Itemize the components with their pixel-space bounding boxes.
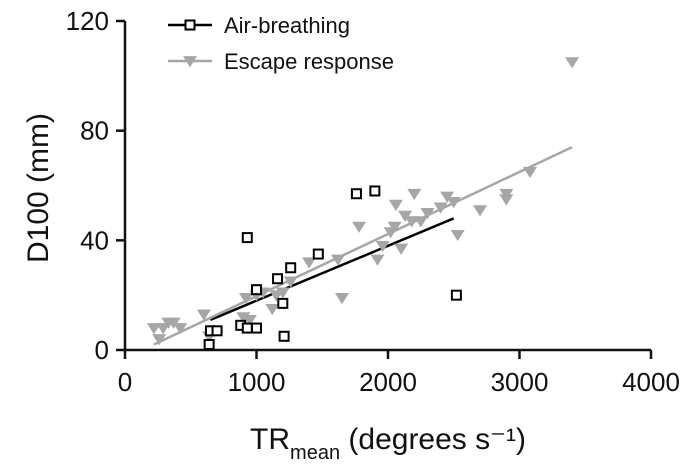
- air-breathing-point: [203, 339, 215, 351]
- escape-response-point: [394, 243, 409, 255]
- x-tick-label: 2000: [359, 367, 417, 397]
- escape-response-point: [499, 194, 514, 206]
- x-tick-label: 3000: [491, 367, 549, 397]
- escape-response-point: [565, 57, 580, 69]
- escape-response-point: [173, 323, 188, 335]
- tick-labels: 0 40 80 120 0 1000 2000 3000 4000: [66, 6, 680, 397]
- legend: Air-breathing Escape response: [168, 13, 394, 74]
- escape-response-point: [146, 323, 161, 335]
- escape-response-point: [446, 197, 461, 209]
- air-breathing-point: [450, 289, 462, 301]
- x-axis-title-subscript: mean: [290, 442, 340, 464]
- escape-response-point: [523, 166, 538, 179]
- x-axis-title-units: (degrees s⁻¹): [340, 423, 526, 456]
- x-tick-label: 1000: [228, 367, 286, 397]
- x-axis-title: TRmean (degrees s⁻¹): [250, 423, 526, 464]
- escape-response-point: [242, 314, 257, 327]
- escape-response-point: [152, 334, 167, 346]
- x-tick-label: 0: [118, 367, 132, 397]
- air-breathing-point: [350, 188, 362, 200]
- y-tick-label: 0: [95, 335, 109, 365]
- air-breathing-point: [272, 273, 284, 285]
- legend-label: Air-breathing: [224, 13, 350, 38]
- escape-response-point: [413, 216, 428, 228]
- escape-response-point: [302, 257, 317, 269]
- escape-response-point: [375, 240, 390, 253]
- legend-label: Escape response: [224, 49, 394, 74]
- air-breathing-point: [278, 330, 290, 342]
- escape-response-point: [238, 293, 253, 305]
- fit-lines: [153, 145, 573, 346]
- escape-response-point: [473, 205, 488, 217]
- escape-response-point: [265, 303, 280, 316]
- air-breathing-point: [241, 232, 253, 244]
- escape-response-point: [404, 216, 419, 228]
- escape-response-point: [420, 208, 435, 220]
- air-breathing-point: [251, 284, 262, 296]
- escape-response-point: [433, 202, 448, 214]
- escape-response-point: [334, 293, 349, 305]
- escape-response-point: [370, 254, 385, 266]
- x-tick-label: 4000: [622, 367, 680, 397]
- y-tick-label: 120: [66, 6, 109, 36]
- axes: [116, 19, 653, 359]
- air-breathing-point: [285, 262, 297, 274]
- legend-marker: [183, 56, 197, 68]
- escape-response-point: [283, 276, 298, 288]
- air-breathing-point: [211, 325, 223, 337]
- air-breathing-point: [251, 322, 262, 334]
- air-breathing-point: [312, 248, 324, 260]
- y-tick-label: 40: [80, 225, 109, 255]
- x-axis-title-main: TR: [250, 423, 290, 456]
- air-breathing-point: [241, 322, 253, 334]
- air-breathing-point: [369, 185, 381, 197]
- data-points: [146, 57, 580, 351]
- escape-response-point: [407, 188, 422, 201]
- escape-response-point: [196, 309, 211, 321]
- escape-response-point: [352, 221, 367, 233]
- y-tick-label: 80: [80, 116, 109, 146]
- fit-line-air-breathing: [209, 217, 455, 321]
- y-axis-title: D100 (mm): [22, 113, 55, 263]
- escape-response-point: [275, 287, 290, 299]
- escape-response-point: [387, 221, 402, 233]
- air-breathing-point: [277, 297, 289, 309]
- escape-response-point: [331, 254, 346, 266]
- escape-response-point: [450, 229, 465, 242]
- escape-response-point: [388, 199, 403, 211]
- fit-line-escape-response: [153, 145, 573, 346]
- legend-marker: [184, 19, 196, 31]
